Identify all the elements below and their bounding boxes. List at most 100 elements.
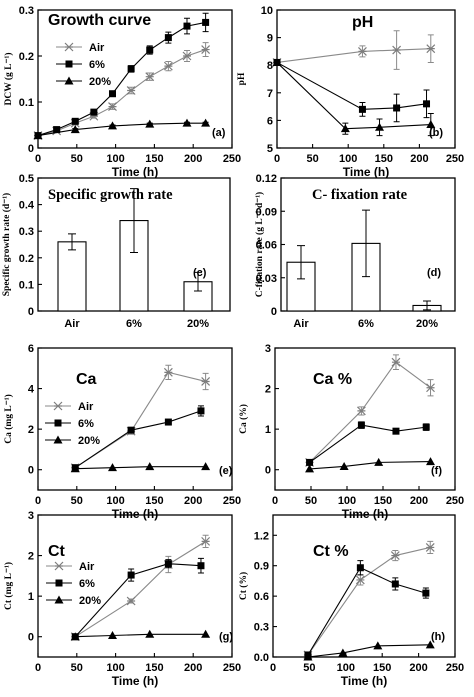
x-tick-label: 200: [184, 662, 202, 674]
x-category-label: Air: [293, 318, 309, 330]
x-tick-label: 0: [270, 662, 276, 674]
y-tick-label: 6: [267, 115, 273, 127]
data-point: [33, 131, 43, 140]
data-point: [426, 457, 436, 466]
x-tick-label: 200: [409, 662, 427, 674]
legend-marker: [53, 435, 63, 444]
x-tick-label: 100: [338, 495, 356, 507]
data-point: [355, 575, 365, 585]
data-point: [145, 119, 155, 128]
x-tick-label: 150: [375, 153, 393, 165]
data-point: [197, 407, 205, 415]
legend-marker: [64, 76, 74, 85]
data-point: [201, 536, 211, 546]
x-axis-label: Time (h): [341, 674, 387, 688]
data-point: [426, 44, 436, 54]
panel-label: (d): [427, 267, 441, 279]
y-tick-label: 0.3: [19, 5, 34, 17]
chart-title: Ca: [76, 371, 97, 388]
error-bar: [68, 233, 76, 251]
error-bar: [130, 188, 138, 253]
data-point: [107, 630, 117, 639]
series-line: [309, 424, 427, 463]
x-tick-label: 200: [410, 153, 428, 165]
data-point: [70, 632, 80, 641]
data-point: [107, 463, 117, 472]
y-tick-label: 5: [267, 143, 273, 155]
data-point: [272, 57, 282, 66]
y-axis-label: Specific growth rate (d⁻¹): [1, 193, 12, 296]
y-tick-label: 4: [28, 384, 35, 396]
x-tick-label: 250: [223, 495, 241, 507]
y-tick-label: 2: [28, 424, 34, 436]
data-point: [426, 383, 435, 393]
x-tick-label: 100: [339, 153, 357, 165]
x-tick-label: 50: [71, 153, 83, 165]
x-tick-label: 250: [446, 153, 464, 165]
legend-marker: [54, 561, 64, 571]
data-point: [70, 464, 80, 473]
x-tick-label: 200: [410, 495, 428, 507]
legend-marker: [65, 60, 73, 68]
legend-label: 20%: [78, 435, 100, 447]
y-tick-label: 3: [28, 510, 34, 522]
chart-title: C- fixation rate: [312, 187, 408, 203]
series-line: [307, 644, 431, 658]
series-line: [307, 567, 427, 656]
legend-label: Air: [78, 401, 94, 413]
legend-marker: [54, 595, 64, 604]
legend-label: 20%: [89, 76, 111, 88]
y-tick-label: 0: [28, 465, 34, 477]
series-square: [273, 58, 431, 123]
x-tick-label: 100: [337, 662, 355, 674]
data-point: [392, 45, 402, 55]
legend-marker: [53, 401, 63, 411]
x-tick-label: 0: [35, 662, 41, 674]
y-axis-label: Ct (%): [238, 572, 249, 600]
plot-frame: [276, 9, 456, 149]
y-axis-label: pH: [237, 72, 247, 85]
x-tick-label: 150: [145, 153, 163, 165]
data-point: [182, 118, 192, 127]
data-point: [201, 118, 211, 127]
x-tick-label: 0: [35, 495, 41, 507]
x-tick-label: 0: [35, 153, 41, 165]
data-point: [183, 22, 191, 30]
data-point: [145, 72, 155, 82]
legend-marker: [54, 419, 62, 427]
legend: Air 6% 20%: [45, 401, 100, 447]
chart-panel-c: 0 0.1 0.2 0.3 0.4 0.5 Specific growth rate (d⁻…: [1, 173, 231, 330]
data-point: [127, 65, 135, 73]
chart-title: Growth curve: [48, 12, 151, 29]
x-category-label: 6%: [358, 318, 374, 330]
y-axis-label: Ct (mg L⁻¹): [3, 562, 14, 610]
data-point: [358, 105, 366, 113]
x-tick-label: 0: [274, 153, 280, 165]
data-point: [164, 34, 172, 42]
series-line: [74, 410, 202, 469]
data-point: [393, 104, 401, 112]
series-line: [74, 540, 206, 638]
x-tick-label: 50: [306, 153, 318, 165]
legend-label: Air: [79, 561, 95, 573]
data-point: [201, 629, 211, 638]
data-point: [425, 640, 435, 649]
series-square: [34, 12, 210, 140]
data-point: [356, 564, 364, 572]
y-tick-label: 0: [28, 143, 34, 155]
data-point: [90, 108, 98, 116]
legend-label: 6%: [78, 418, 94, 430]
data-point: [303, 652, 313, 661]
series-line: [309, 461, 431, 470]
bar: [57, 241, 87, 312]
y-tick-label: 0.3: [254, 622, 269, 634]
x-tick-label: 50: [305, 495, 317, 507]
x-tick-label: 250: [446, 662, 464, 674]
chart-title: pH: [352, 14, 373, 31]
y-axis-label: C-fixation rate (g L⁻¹ d⁻¹): [254, 192, 265, 297]
data-point: [164, 560, 172, 568]
y-tick-label: 0.9: [254, 561, 269, 573]
y-tick-label: 0.1: [19, 279, 34, 291]
x-axis-label: Time (h): [343, 165, 389, 179]
data-point: [71, 117, 79, 125]
